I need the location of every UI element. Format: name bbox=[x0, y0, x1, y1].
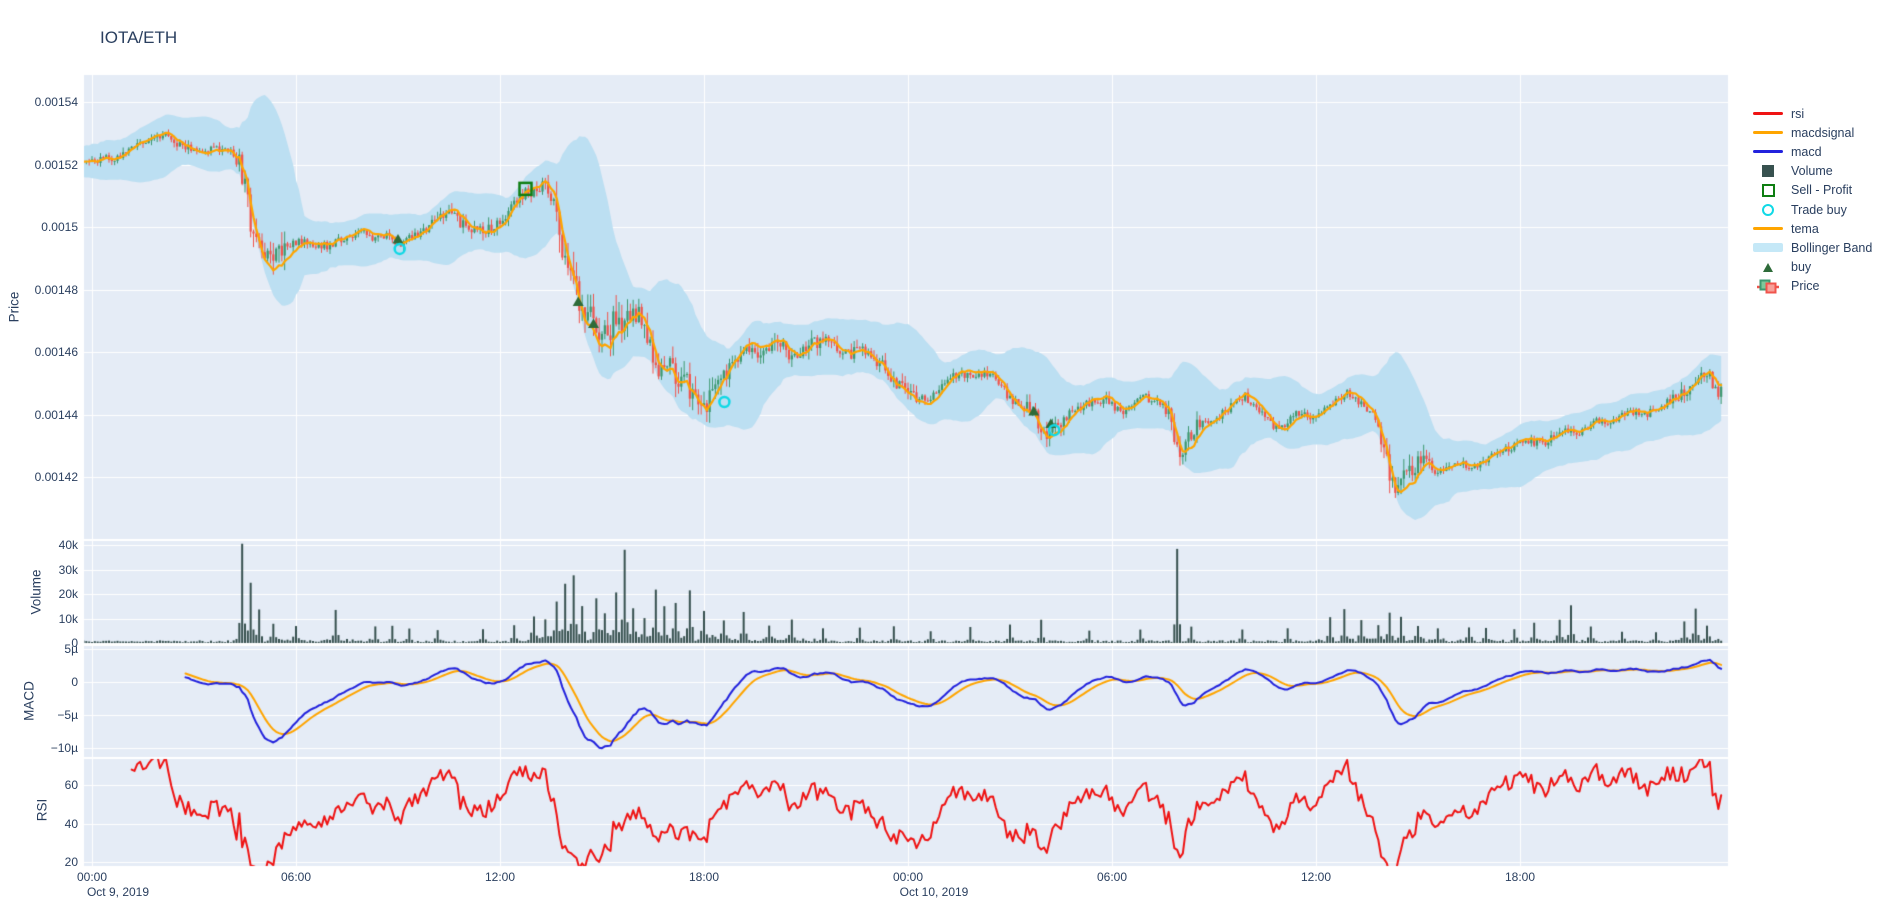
x-tick-label: 06:00 bbox=[280, 870, 312, 884]
legend: rsi macdsignal macd Volume Sell - Profit Trad… bbox=[1752, 104, 1872, 296]
macd-tick-label: 5µ bbox=[64, 642, 78, 656]
rsi-swatch-icon bbox=[1752, 112, 1784, 116]
volume-tick-label: 10k bbox=[58, 611, 78, 626]
legend-item-volume[interactable]: Volume bbox=[1752, 162, 1872, 181]
price-swatch-icon bbox=[1752, 279, 1784, 294]
volume-tick-label: 40k bbox=[58, 538, 78, 552]
macd-tick-label: 0 bbox=[71, 675, 78, 689]
buy-swatch-icon bbox=[1752, 262, 1784, 272]
macd-swatch-icon bbox=[1752, 150, 1784, 154]
x-tick-label: 18:00 bbox=[1504, 870, 1536, 884]
x-tick-label: 12:00 bbox=[484, 870, 516, 884]
tema-swatch-icon bbox=[1752, 227, 1784, 231]
legend-item-trade-buy[interactable]: Trade buy bbox=[1752, 200, 1872, 219]
legend-item-label: macdsignal bbox=[1791, 125, 1855, 140]
macdsignal-swatch-icon bbox=[1752, 131, 1784, 135]
x-tick-label: 06:00 bbox=[1096, 870, 1128, 884]
page-title: IOTA/ETH bbox=[100, 28, 178, 47]
macd-tick-label: −10µ bbox=[50, 741, 78, 755]
price-tick-label: 0.00142 bbox=[34, 470, 78, 484]
legend-item-label: Volume bbox=[1791, 164, 1833, 179]
legend-item-bollinger-band[interactable]: Bollinger Band bbox=[1752, 238, 1872, 257]
x-tick-label: 00:00 bbox=[892, 870, 924, 884]
legend-item-label: macd bbox=[1791, 144, 1822, 159]
x-tick-label: 12:00 bbox=[1300, 870, 1332, 884]
legend-item-label: Sell - Profit bbox=[1791, 183, 1853, 198]
legend-item-tema[interactable]: tema bbox=[1752, 219, 1872, 238]
bollinger-band-swatch-icon bbox=[1752, 243, 1784, 253]
legend-item-label: tema bbox=[1791, 221, 1819, 236]
rsi-tick-label: 60 bbox=[64, 778, 78, 792]
volume-tick-label: 30k bbox=[58, 562, 78, 577]
legend-item-label: Trade buy bbox=[1791, 202, 1847, 217]
legend-item-label: Price bbox=[1791, 279, 1820, 294]
legend-item-sell-profit[interactable]: Sell - Profit bbox=[1752, 181, 1872, 200]
macd-tick-label: −5µ bbox=[57, 708, 78, 722]
legend-item-label: buy bbox=[1791, 260, 1812, 275]
rsi-tick-label: 20 bbox=[64, 855, 78, 869]
x-tick-date: Oct 10, 2019 bbox=[899, 885, 969, 899]
trade-buy-swatch-icon bbox=[1752, 203, 1784, 216]
legend-item-label: Bollinger Band bbox=[1791, 240, 1873, 255]
x-tick-label: 00:00 bbox=[76, 870, 108, 884]
x-tick-label: 18:00 bbox=[688, 870, 720, 884]
price-tick-label: 0.00152 bbox=[34, 157, 78, 172]
price-tick-label: 0.00146 bbox=[34, 345, 78, 359]
legend-item-label: rsi bbox=[1791, 106, 1805, 121]
legend-item-macdsignal[interactable]: macdsignal bbox=[1752, 123, 1872, 142]
price-tick-label: 0.0015 bbox=[41, 220, 78, 234]
volume-swatch-icon bbox=[1752, 165, 1784, 178]
legend-item-price[interactable]: Price bbox=[1752, 277, 1872, 296]
volume-tick-label: 0 bbox=[71, 636, 78, 650]
x-tick-date: Oct 9, 2019 bbox=[86, 885, 150, 899]
volume-tick-label: 20k bbox=[58, 587, 78, 601]
sell-profit-swatch-icon bbox=[1752, 183, 1784, 197]
rsi-tick-label: 40 bbox=[64, 816, 78, 831]
price-tick-label: 0.00154 bbox=[34, 95, 78, 109]
legend-item-macd[interactable]: macd bbox=[1752, 142, 1872, 161]
legend-item-buy[interactable]: buy bbox=[1752, 258, 1872, 277]
price-tick-label: 0.00148 bbox=[34, 282, 78, 297]
legend-item-rsi[interactable]: rsi bbox=[1752, 104, 1872, 123]
price-tick-label: 0.00144 bbox=[34, 407, 78, 422]
